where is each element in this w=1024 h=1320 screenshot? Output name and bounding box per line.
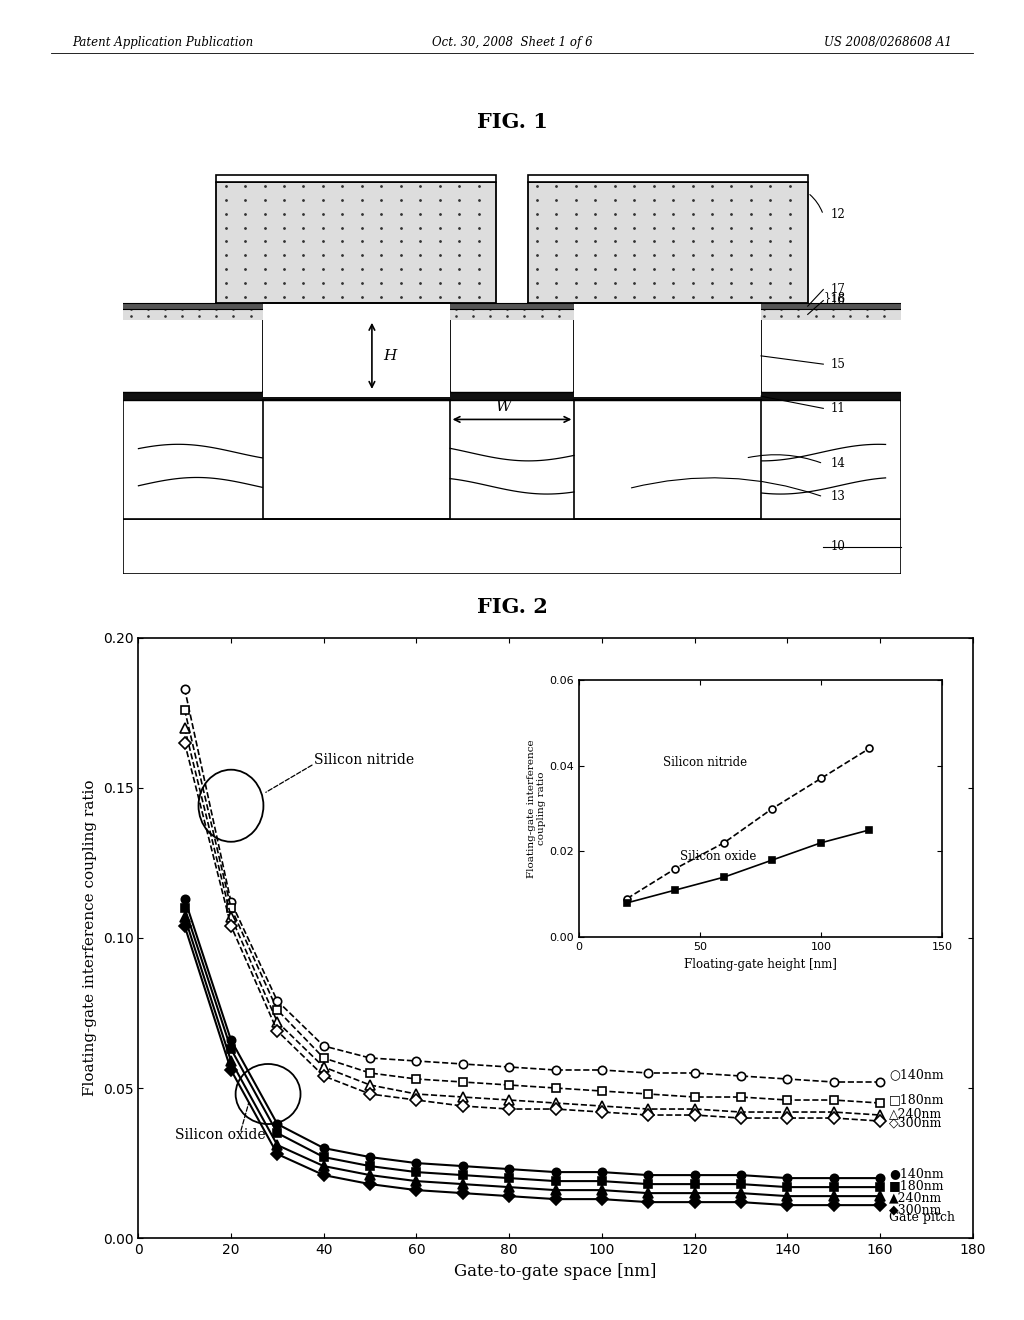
X-axis label: Floating-gate height [nm]: Floating-gate height [nm] [684,957,837,970]
Bar [216,182,497,304]
Text: ●140nm: ●140nm [889,1167,944,1180]
Text: ▲240nm: ▲240nm [889,1191,943,1204]
Text: ◆300nm: ◆300nm [889,1203,943,1216]
Text: FIG. 2: FIG. 2 [476,597,548,616]
X-axis label: Gate-to-gate space [nm]: Gate-to-gate space [nm] [455,1262,656,1279]
Text: ○140nm: ○140nm [889,1068,944,1081]
Text: 13: 13 [831,490,846,503]
Bar [263,397,450,519]
Text: 14: 14 [831,457,846,470]
Bar [574,304,761,397]
Bar [263,319,450,392]
Text: FIG. 1: FIG. 1 [476,112,548,132]
Text: Silicon oxide: Silicon oxide [680,850,757,863]
Bar [527,176,808,182]
Text: 10: 10 [831,540,846,553]
Text: 11: 11 [831,401,846,414]
Bar [263,304,450,397]
Text: ◇300nm: ◇300nm [889,1115,943,1129]
Text: Silicon oxide: Silicon oxide [175,1129,266,1142]
Bar [761,397,901,519]
Bar [123,519,901,574]
Text: H: H [384,348,397,363]
Bar [574,309,761,319]
Text: Silicon nitride: Silicon nitride [664,755,748,768]
Text: US 2008/0268608 A1: US 2008/0268608 A1 [824,36,952,49]
Text: Gate pitch: Gate pitch [889,1210,955,1224]
Bar [123,309,901,319]
Y-axis label: Floating-gate interference coupling ratio: Floating-gate interference coupling rati… [83,780,97,1096]
Text: W: W [497,400,512,414]
Text: 16: 16 [831,294,846,308]
Text: Patent Application Publication: Patent Application Publication [72,36,253,49]
Bar [123,392,901,400]
Text: Oct. 30, 2008  Sheet 1 of 6: Oct. 30, 2008 Sheet 1 of 6 [432,36,592,49]
Bar [574,397,761,519]
Bar [216,176,497,182]
Bar [527,182,808,304]
Bar [123,397,263,519]
Bar [450,397,574,519]
Text: □180nm: □180nm [889,1093,945,1106]
Bar [263,309,450,319]
Text: Silicon nitride: Silicon nitride [314,752,415,767]
Text: }18: }18 [823,292,846,305]
Text: 12: 12 [831,209,846,222]
Text: △240nm: △240nm [889,1107,943,1121]
Bar [123,304,901,309]
Y-axis label: Floating-gate interference
coupling ratio: Floating-gate interference coupling rati… [526,739,546,878]
Bar [574,319,761,392]
Text: 15: 15 [831,358,846,371]
Bar [123,397,901,519]
Text: 17: 17 [831,282,846,296]
Text: ■180nm: ■180nm [889,1179,945,1192]
